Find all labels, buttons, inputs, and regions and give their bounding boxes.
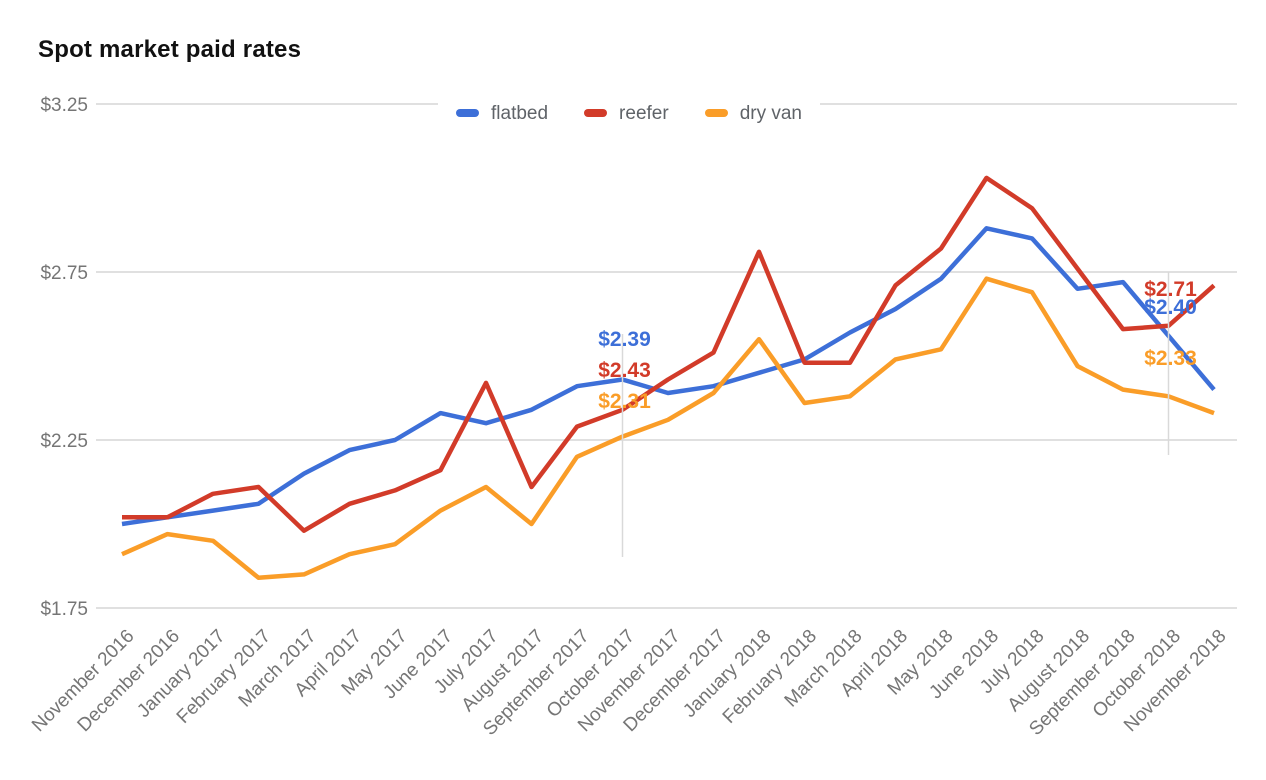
legend-item-dry-van: dry van — [704, 102, 802, 124]
dry-van-swatch-icon — [704, 109, 728, 117]
y-gridlines — [96, 103, 1237, 609]
y-tick-label: $2.75 — [40, 263, 88, 284]
y-tick-label: $2.25 — [40, 431, 88, 452]
annotation-label-reefer: $2.71 — [1144, 278, 1197, 301]
annotation-label-dry-van: $2.31 — [598, 390, 651, 413]
annotation-label-flatbed: $2.39 — [598, 328, 651, 351]
annotation-November-2018: $2.40$2.71 $2.33 — [1144, 272, 1197, 455]
series-line-flatbed — [121, 226, 1216, 527]
y-tick-label: $1.75 — [40, 599, 88, 620]
legend-item-flatbed: flatbed — [456, 104, 548, 123]
legend-label-reefer: reefer — [619, 102, 669, 124]
chart-legend: flatbed reefer dry van — [438, 99, 820, 127]
legend-label-flatbed: flatbed — [491, 102, 549, 124]
annotation-November-2017: $2.39 $2.43 $2.31 — [598, 328, 651, 557]
series-line-dry-van — [121, 276, 1215, 581]
legend-item-reefer: reefer — [584, 104, 669, 123]
y-tick-label: $3.25 — [40, 95, 88, 116]
annotation-label-reefer: $2.43 — [598, 359, 651, 382]
annotation-label-dry-van: $2.33 — [1144, 347, 1197, 370]
annotation-label-flatbed: $2.40 — [1144, 296, 1197, 319]
y-tick-labels: $3.25 $2.75 $2.25 $1.75 — [40, 95, 88, 620]
series-line-reefer — [122, 175, 1216, 533]
chart-title: Spot market paid rates — [38, 36, 302, 63]
legend-label-dry-van: dry van — [739, 102, 802, 124]
flatbed-swatch-icon — [456, 109, 479, 117]
reefer-swatch-icon — [584, 109, 608, 117]
